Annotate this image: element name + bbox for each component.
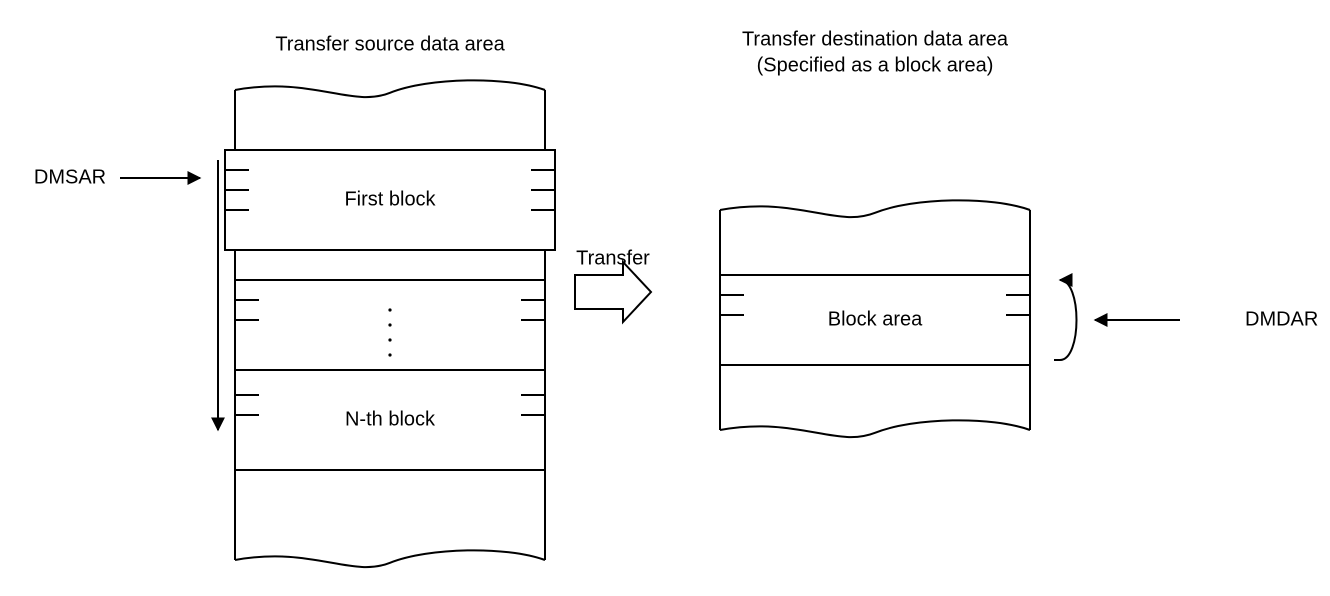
dmdar-label: DMDAR xyxy=(1245,308,1318,330)
dest-title-line1: Transfer destination data area xyxy=(742,28,1009,50)
block-area-label: Block area xyxy=(828,308,923,330)
nth-block-label: N-th block xyxy=(345,408,436,430)
diagram-canvas: Transfer source data area Transfer destin… xyxy=(0,0,1330,596)
first-block-label: First block xyxy=(344,188,436,210)
dest-title-line2: (Specified as a block area) xyxy=(757,54,994,76)
dmsar-label: DMSAR xyxy=(34,166,106,188)
source-title: Transfer source data area xyxy=(275,33,505,55)
transfer-label: Transfer xyxy=(576,247,650,269)
